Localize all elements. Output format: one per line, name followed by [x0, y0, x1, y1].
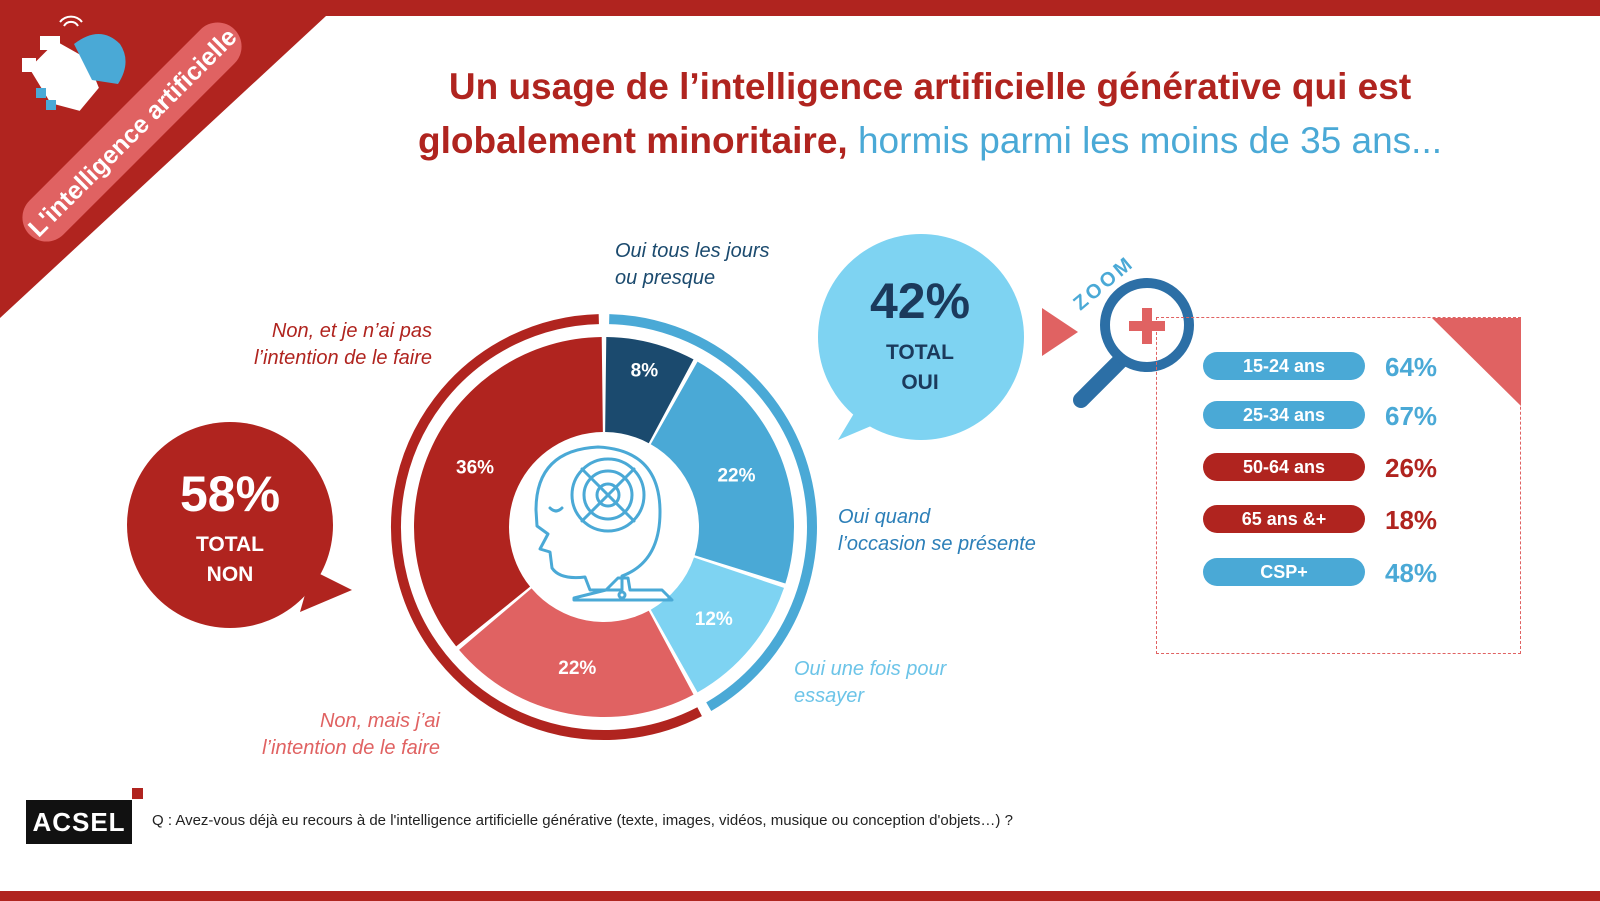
donut-segment-2	[650, 361, 794, 584]
total-oui-value: 42%	[869, 273, 971, 329]
zoom-group-pill: 25-34 ans	[1203, 401, 1365, 429]
zoom-group-value: 18%	[1385, 505, 1438, 535]
donut-value-label-2: 22%	[717, 466, 755, 487]
page-title-emphasis: globalement minoritaire,	[418, 120, 848, 161]
page-title-line1: Un usage de l’intelligence artificielle …	[448, 66, 1412, 107]
donut-value-label-5: 36%	[456, 457, 494, 478]
total-oui-ring	[609, 314, 817, 712]
category-line: ou presque	[615, 267, 716, 289]
category-line: l’intention de le faire	[254, 347, 432, 369]
donut-value-labels: 8% 22% 12% 22% 36%	[456, 361, 756, 679]
donut-segments	[413, 337, 794, 717]
zoom-group-value: 48%	[1385, 558, 1438, 588]
category-non-mais-intention: Non, mais j’ai l’intention de le faire	[200, 708, 440, 762]
category-oui-une-fois: Oui une fois pour essayer	[794, 656, 1024, 710]
category-non-pas-intention: Non, et je n’ai pas l’intention de le fai…	[170, 318, 432, 372]
zoom-group-value: 64%	[1385, 352, 1438, 382]
zoom-group-pill: 15-24 ans	[1203, 352, 1365, 380]
category-oui-tous-les-jours: Oui tous les jours ou presque	[615, 238, 845, 292]
category-line: l’occasion se présente	[838, 533, 1036, 555]
top-accent-bar	[0, 0, 1600, 16]
zoom-group-value: 67%	[1385, 401, 1438, 431]
zoom-group-pill: 65 ans &+	[1203, 505, 1365, 533]
total-non-bubble	[127, 422, 352, 628]
donut-value-label-1: 8%	[631, 361, 659, 382]
zoom-corner-triangle	[1432, 318, 1521, 406]
survey-question: Q : Avez-vous déjà eu recours à de l'int…	[152, 812, 1013, 829]
category-line: l’intention de le faire	[262, 737, 440, 759]
acsel-logo: ACSEL	[26, 800, 132, 844]
page-title-line2: globalement minoritaire, hormis parmi le…	[300, 120, 1560, 162]
logo-accent-square	[132, 788, 143, 799]
total-non-ring	[391, 314, 702, 740]
zoom-box	[1156, 317, 1521, 654]
total-non-label: TOTAL NON	[130, 530, 330, 590]
total-non-label-2: NON	[206, 563, 254, 586]
total-oui-label-2: OUI	[901, 371, 939, 394]
corner-banner: L'intelligence artificielle	[0, 15, 326, 318]
zoom-group-pill: 50-64 ans	[1203, 453, 1365, 481]
total-non-label-1: TOTAL	[195, 533, 265, 556]
zoom-group-value: 26%	[1385, 453, 1438, 483]
total-oui-label: TOTAL OUI	[820, 338, 1020, 398]
category-line: Oui une fois pour	[794, 658, 947, 680]
donut-segment-5	[413, 337, 603, 647]
total-oui-label-1: TOTAL	[885, 341, 955, 364]
page-subtitle: hormis parmi les moins de 35 ans...	[857, 120, 1442, 161]
donut-value-label-4: 22%	[558, 658, 596, 679]
zoom-group-pill: CSP+	[1203, 558, 1365, 586]
donut-segment-3	[650, 557, 784, 693]
total-oui-bubble	[818, 234, 1024, 440]
category-line: Oui tous les jours	[615, 240, 770, 262]
category-line: Non, mais j’ai	[319, 710, 440, 732]
donut-segment-4	[459, 588, 694, 717]
total-non-value: 58%	[179, 466, 281, 522]
arrow-right-icon	[1042, 308, 1078, 356]
handshake-icon	[22, 15, 126, 114]
donut-value-label-3: 12%	[695, 609, 733, 630]
category-line: essayer	[794, 685, 865, 707]
ai-head-icon	[534, 445, 674, 602]
category-line: Oui quand	[838, 506, 931, 528]
category-line: Non, et je n’ai pas	[271, 320, 432, 342]
bottom-accent-bar	[0, 891, 1600, 901]
donut-segment-1	[605, 337, 694, 444]
category-oui-quand-occasion: Oui quand l’occasion se présente	[838, 504, 1098, 558]
